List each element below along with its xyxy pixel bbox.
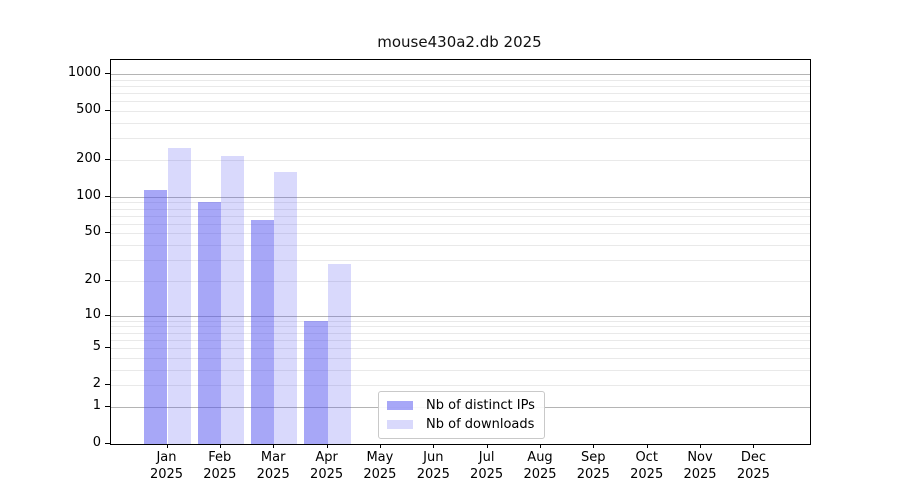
y-tick-mark [105, 158, 110, 160]
gridline-minor [111, 357, 810, 359]
gridline-minor [111, 122, 810, 124]
downloads-swatch-icon [387, 420, 413, 429]
gridline-minor [111, 208, 810, 210]
bar-distinct-ips [144, 190, 168, 444]
gridline-minor [111, 215, 810, 217]
x-tick-mark [166, 444, 168, 448]
x-tick-mark [646, 444, 648, 448]
bar-distinct-ips [250, 219, 275, 444]
x-tick-label: Aug 2025 [523, 450, 557, 482]
y-tick-label: 20 [84, 271, 101, 287]
legend-entry-downloads: Nb of downloads [387, 417, 536, 432]
gridline-minor [111, 138, 810, 140]
gridline-minor [111, 326, 810, 328]
x-tick-label: Sep 2025 [576, 450, 610, 482]
gridline-minor [111, 320, 810, 322]
bar-distinct-ips [197, 202, 221, 444]
x-tick-label: Mar 2025 [256, 450, 290, 482]
gridline-minor [111, 369, 810, 371]
bar-distinct-ips [304, 320, 328, 444]
gridline-minor [111, 245, 810, 246]
chart-title: mouse430a2.db 2025 [377, 33, 542, 51]
x-tick-mark [753, 444, 755, 448]
x-tick-label: Nov 2025 [683, 450, 717, 482]
gridline-minor [111, 92, 810, 94]
gridline-minor [111, 223, 810, 225]
bar-downloads [167, 148, 191, 444]
y-tick-label: 200 [76, 150, 101, 166]
x-tick-label: Oct 2025 [630, 450, 664, 482]
gridline-minor [111, 202, 810, 204]
gridline-minor [111, 85, 810, 87]
distinct-ips-swatch-icon [387, 401, 413, 410]
legend: Nb of distinct IPs Nb of downloads [378, 391, 545, 439]
gridline-minor [111, 79, 810, 81]
y-tick-label: 1000 [67, 64, 101, 80]
y-tick-label: 500 [76, 101, 101, 117]
gridline-minor [111, 101, 810, 103]
x-tick-label: Jul 2025 [470, 450, 504, 482]
y-tick-mark [105, 232, 110, 234]
gridline-major [111, 196, 810, 198]
y-tick-label: 100 [76, 187, 101, 203]
y-tick-label: 50 [84, 224, 101, 240]
x-tick-mark [433, 444, 435, 448]
y-tick-label: 0 [92, 435, 101, 450]
gridline-major [111, 315, 810, 317]
x-tick-mark [486, 444, 488, 448]
gridline-major [111, 73, 810, 75]
gridline-minor [111, 332, 810, 334]
legend-label-downloads: Nb of downloads [426, 417, 535, 432]
x-tick-label: Jun 2025 [416, 450, 450, 482]
x-tick-mark [219, 444, 221, 448]
bar-downloads [274, 171, 298, 444]
y-tick-label: 5 [92, 339, 101, 354]
y-tick-mark [105, 72, 110, 74]
gridline-minor [111, 110, 810, 112]
x-tick-mark [700, 444, 701, 448]
x-tick-label: Dec 2025 [736, 450, 770, 482]
y-tick-mark [105, 384, 110, 386]
y-tick-label: 1 [92, 397, 101, 413]
bar-downloads [220, 156, 245, 444]
y-tick-mark [105, 314, 110, 316]
x-tick-label: Feb 2025 [203, 450, 237, 482]
x-tick-mark [379, 444, 381, 448]
x-tick-mark [540, 444, 541, 448]
y-tick-mark [105, 109, 110, 111]
y-tick-label: 2 [92, 376, 101, 392]
x-tick-mark [593, 444, 595, 448]
gridline-minor [111, 159, 810, 161]
legend-entry-distinct-ips: Nb of distinct IPs [387, 398, 536, 413]
x-tick-label: Jan 2025 [149, 450, 184, 482]
gridline-minor [111, 260, 810, 261]
y-tick-mark [105, 279, 110, 281]
y-tick-mark [105, 443, 110, 444]
gridline-minor [111, 385, 810, 387]
x-tick-label: Apr 2025 [310, 450, 344, 482]
legend-label-distinct-ips: Nb of distinct IPs [426, 398, 535, 413]
x-tick-mark [326, 444, 328, 448]
plot-area [110, 59, 811, 445]
x-tick-mark [273, 444, 275, 448]
bar-downloads [327, 263, 351, 444]
y-tick-mark [105, 405, 110, 407]
y-tick-label: 10 [84, 306, 101, 322]
y-tick-mark [105, 195, 110, 197]
y-tick-mark [105, 347, 110, 348]
gridline-minor [111, 339, 810, 341]
gridline-minor [111, 348, 810, 349]
x-tick-label: May 2025 [363, 450, 397, 482]
gridline-minor [111, 233, 810, 235]
gridline-minor [111, 280, 810, 282]
